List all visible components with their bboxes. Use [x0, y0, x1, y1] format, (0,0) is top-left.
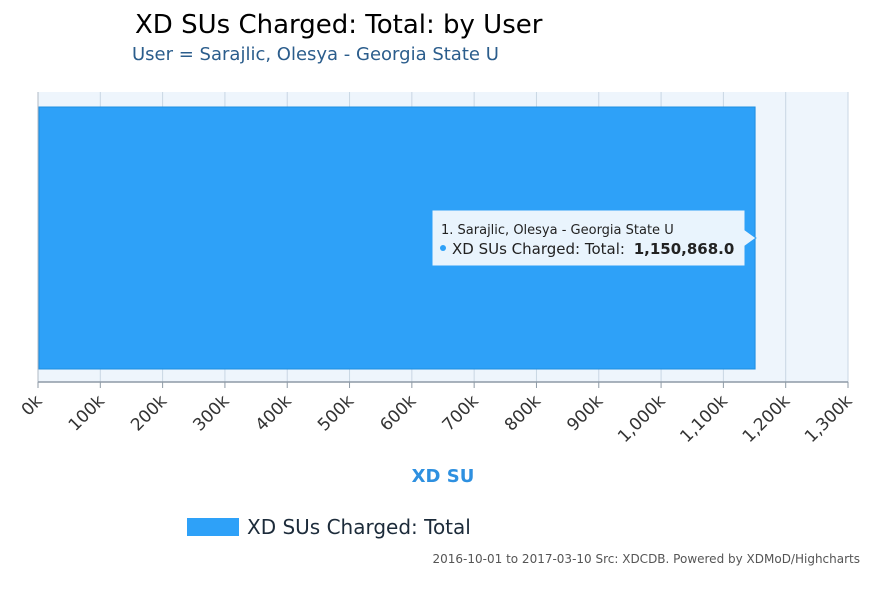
chart-subtitle: User = Sarajlic, Olesya - Georgia State … — [132, 44, 499, 65]
legend[interactable]: XD SUs Charged: Total — [187, 515, 471, 539]
tooltip-series-label: XD SUs Charged: Total: 1,150,868.0 — [452, 240, 734, 258]
x-axis-ticks: 0k 100k 200k 300k 400k 500k 600k 700k 800k 900k 1,… — [18, 382, 857, 447]
legend-label: XD SUs Charged: Total — [247, 515, 471, 539]
x-tick-label: 1,300k — [801, 391, 857, 447]
x-axis-title: XD SU — [412, 466, 475, 487]
x-tick-label: 500k — [314, 391, 358, 435]
x-tick-label: 700k — [439, 391, 483, 435]
tooltip: 1. Sarajlic, Olesya - Georgia State U XD… — [431, 209, 757, 267]
legend-swatch — [187, 518, 239, 536]
x-tick-label: 1,200k — [739, 391, 795, 447]
x-tick-label: 1,000k — [614, 391, 670, 447]
tooltip-box — [431, 209, 757, 267]
x-tick-label: 200k — [127, 391, 171, 435]
credits: 2016-10-01 to 2017-03-10 Src: XDCDB. Pow… — [432, 552, 860, 566]
x-tick-label: 800k — [501, 391, 545, 435]
x-tick-label: 600k — [376, 391, 420, 435]
x-tick-label: 400k — [252, 391, 296, 435]
x-tick-label: 0k — [18, 391, 47, 420]
tooltip-series-marker — [440, 245, 446, 251]
x-tick-label: 900k — [563, 391, 607, 435]
tooltip-header: 1. Sarajlic, Olesya - Georgia State U — [441, 223, 674, 238]
x-tick-label: 300k — [189, 391, 233, 435]
tooltip-series-name: XD SUs Charged: Total: — [452, 240, 625, 258]
x-tick-label: 100k — [65, 391, 109, 435]
chart-title: XD SUs Charged: Total: by User — [135, 10, 543, 40]
tooltip-value: 1,150,868.0 — [634, 240, 735, 258]
x-tick-label: 1,100k — [676, 391, 732, 447]
